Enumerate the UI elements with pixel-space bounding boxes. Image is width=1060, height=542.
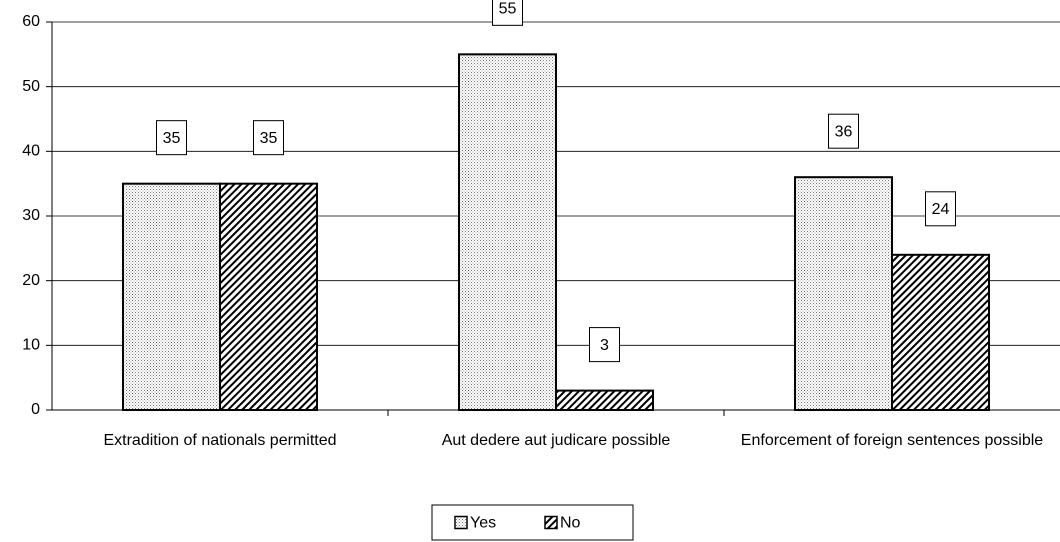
data-label-box bbox=[492, 0, 523, 26]
bar bbox=[122, 182, 221, 411]
data-label-box bbox=[253, 120, 284, 156]
legend-label: Yes bbox=[470, 515, 496, 532]
y-tick-label: 30 bbox=[22, 207, 40, 224]
legend-box bbox=[431, 504, 634, 541]
x-tick-label: Extradition of nationals permitted bbox=[103, 432, 337, 449]
bar bbox=[219, 182, 318, 411]
y-tick-label: 60 bbox=[22, 13, 40, 30]
data-label-box bbox=[589, 327, 620, 363]
bar bbox=[458, 53, 557, 411]
y-tick-label: 10 bbox=[22, 337, 40, 354]
legend-swatch bbox=[544, 515, 558, 530]
bar bbox=[794, 176, 893, 411]
y-tick-label: 40 bbox=[22, 143, 40, 160]
y-tick-label: 0 bbox=[31, 401, 40, 418]
data-label-box bbox=[828, 113, 859, 149]
y-tick-label: 50 bbox=[22, 78, 40, 95]
legend-label: No bbox=[560, 515, 581, 532]
bar bbox=[555, 389, 654, 412]
data-label: 3 bbox=[600, 337, 609, 354]
data-label: 36 bbox=[835, 123, 853, 140]
x-tick-label: Enforcement of foreign sentences possibl… bbox=[740, 432, 1044, 449]
x-tick-label: Aut dedere aut judicare possible bbox=[441, 432, 671, 449]
data-label: 35 bbox=[260, 130, 278, 147]
data-label: 24 bbox=[932, 201, 950, 218]
legend-swatch bbox=[454, 515, 468, 530]
data-label-box bbox=[925, 191, 956, 227]
data-label-box bbox=[156, 120, 187, 156]
data-label: 35 bbox=[163, 130, 181, 147]
bar bbox=[891, 253, 990, 411]
y-tick-label: 20 bbox=[22, 272, 40, 289]
data-label: 55 bbox=[499, 1, 517, 18]
